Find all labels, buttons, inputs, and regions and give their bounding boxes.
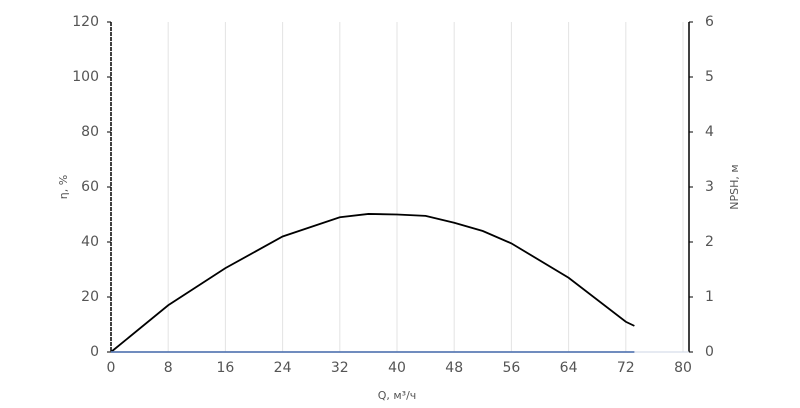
y-tick-label: 60: [81, 179, 99, 195]
y-tick-label: 80: [81, 124, 99, 140]
y2-tick-label: 6: [705, 14, 714, 30]
x-tick-label: 64: [560, 360, 578, 376]
y-tick-label: 40: [81, 234, 99, 250]
x-tick-label: 8: [164, 360, 173, 376]
y-tick-label: 0: [90, 344, 99, 360]
y2-tick-label: 3: [705, 179, 714, 195]
y2-tick-label: 2: [705, 234, 714, 250]
y2-tick-label: 4: [705, 124, 714, 140]
y-tick-label: 120: [72, 14, 99, 30]
y-tick-label: 100: [72, 69, 99, 85]
x-axis-label: Q, м³/ч: [378, 389, 417, 402]
x-tick-label: 16: [216, 360, 234, 376]
series-line: [110, 213, 635, 353]
y2-tick-label: 1: [705, 289, 714, 305]
y2-axis-label: NPSH, м: [728, 164, 741, 209]
x-tick-label: 32: [331, 360, 349, 376]
y-axis-label: η, %: [57, 175, 70, 199]
y2-tick-label: 0: [705, 344, 714, 360]
x-tick-label: 56: [502, 360, 520, 376]
y2-tick-label: 5: [705, 69, 714, 85]
y-tick-label: 20: [81, 289, 99, 305]
x-tick-label: 48: [445, 360, 463, 376]
x-tick-label: 72: [617, 360, 635, 376]
x-tick-label: 80: [674, 360, 692, 376]
x-tick-label: 0: [107, 360, 116, 376]
x-tick-label: 24: [274, 360, 292, 376]
x-tick-label: 40: [388, 360, 406, 376]
